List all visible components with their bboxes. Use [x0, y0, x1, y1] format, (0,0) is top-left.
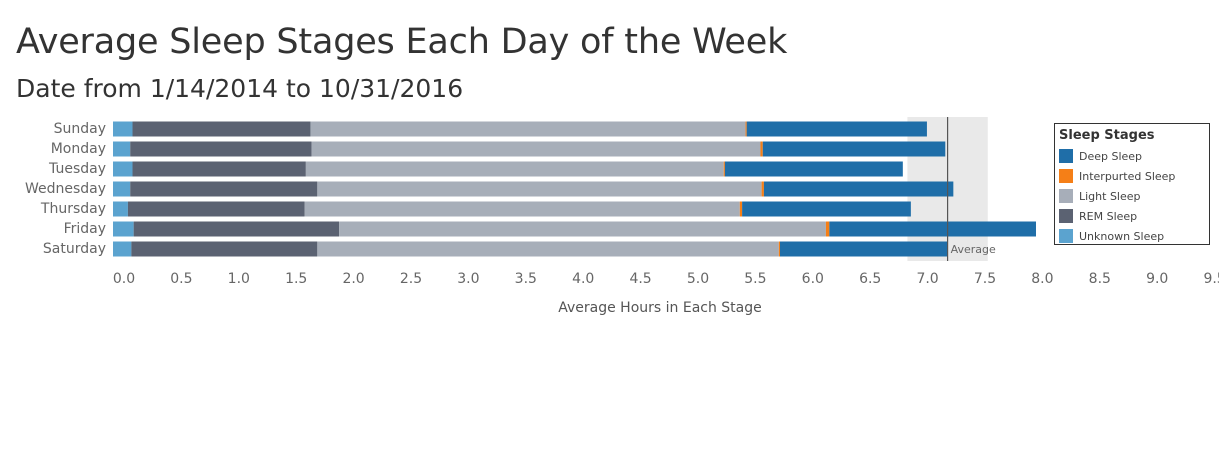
x-tick-2.0: 2.0	[342, 271, 364, 287]
bar-sunday-interpurted-sleep[interactable]	[745, 121, 747, 137]
legend-label-unknown-sleep: Unknown Sleep	[1079, 229, 1165, 243]
bar-thursday-light-sleep[interactable]	[304, 201, 740, 217]
x-tick-3.5: 3.5	[515, 271, 537, 287]
bar-wednesday-interpurted-sleep[interactable]	[761, 181, 764, 197]
bar-thursday-interpurted-sleep[interactable]	[739, 201, 743, 217]
reference-line-label: Average	[951, 243, 996, 256]
legend-item-unknown-sleep[interactable]: Unknown Sleep	[1059, 226, 1209, 246]
bar-saturday-interpurted-sleep[interactable]	[778, 241, 780, 257]
bar-wednesday-unknown-sleep[interactable]	[113, 181, 131, 197]
bar-tuesday-interpurted-sleep[interactable]	[723, 161, 725, 177]
category-label-thursday: Thursday	[40, 201, 106, 217]
category-label-friday: Friday	[64, 221, 106, 237]
bar-wednesday-light-sleep[interactable]	[317, 181, 762, 197]
bar-monday-deep-sleep[interactable]	[762, 141, 946, 157]
legend-label-light-sleep: Light Sleep	[1079, 189, 1141, 203]
x-tick-4.0: 4.0	[572, 271, 594, 287]
bar-thursday-rem-sleep[interactable]	[127, 201, 305, 217]
bar-friday-unknown-sleep[interactable]	[113, 221, 134, 237]
x-tick-9.0: 9.0	[1146, 271, 1168, 287]
category-label-sunday: Sunday	[54, 121, 106, 137]
bar-wednesday-rem-sleep[interactable]	[130, 181, 318, 197]
legend-label-deep-sleep: Deep Sleep	[1079, 149, 1143, 163]
x-tick-1.0: 1.0	[228, 271, 250, 287]
x-tick-0.5: 0.5	[170, 271, 192, 287]
bar-sunday-deep-sleep[interactable]	[746, 121, 927, 137]
bar-thursday-deep-sleep[interactable]	[742, 201, 911, 217]
chart-title: Average Sleep Stages Each Day of the Wee…	[16, 22, 788, 62]
legend-item-interpurted-sleep[interactable]: Interpurted Sleep	[1059, 166, 1209, 186]
legend-title: Sleep Stages	[1059, 128, 1155, 143]
x-tick-5.0: 5.0	[687, 271, 709, 287]
bar-friday-rem-sleep[interactable]	[133, 221, 340, 237]
x-tick-7.5: 7.5	[974, 271, 996, 287]
bar-friday-light-sleep[interactable]	[339, 221, 826, 237]
bar-tuesday-unknown-sleep[interactable]	[113, 161, 133, 177]
chart-subtitle: Date from 1/14/2014 to 10/31/2016	[16, 74, 464, 103]
legend: Sleep Stages Deep Sleep Interpurted Sleep…	[1054, 123, 1210, 245]
legend-label-interpurted-sleep: Interpurted Sleep	[1079, 169, 1176, 183]
bar-friday-deep-sleep[interactable]	[829, 221, 1036, 237]
category-label-wednesday: Wednesday	[25, 181, 106, 197]
x-tick-5.5: 5.5	[744, 271, 766, 287]
legend-swatch-light-sleep	[1059, 189, 1073, 203]
x-tick-8.5: 8.5	[1089, 271, 1111, 287]
legend-item-deep-sleep[interactable]: Deep Sleep	[1059, 146, 1209, 166]
bar-thursday-unknown-sleep[interactable]	[113, 201, 128, 217]
legend-swatch-deep-sleep	[1059, 149, 1073, 163]
x-tick-2.5: 2.5	[400, 271, 422, 287]
legend-swatch-rem-sleep	[1059, 209, 1073, 223]
bar-wednesday-deep-sleep[interactable]	[763, 181, 954, 197]
x-tick-3.0: 3.0	[457, 271, 479, 287]
x-tick-8.0: 8.0	[1031, 271, 1053, 287]
legend-swatch-interpurted-sleep	[1059, 169, 1073, 183]
x-tick-4.5: 4.5	[629, 271, 651, 287]
x-tick-0.0: 0.0	[113, 271, 135, 287]
legend-item-light-sleep[interactable]: Light Sleep	[1059, 186, 1209, 206]
category-label-monday: Monday	[51, 141, 106, 157]
bar-sunday-light-sleep[interactable]	[310, 121, 746, 137]
bar-tuesday-light-sleep[interactable]	[305, 161, 724, 177]
x-tick-9.5: 9.5	[1203, 271, 1219, 287]
legend-item-rem-sleep[interactable]: REM Sleep	[1059, 206, 1209, 226]
x-tick-1.5: 1.5	[285, 271, 307, 287]
bar-monday-interpurted-sleep[interactable]	[760, 141, 763, 157]
bar-monday-light-sleep[interactable]	[311, 141, 761, 157]
bar-saturday-light-sleep[interactable]	[317, 241, 779, 257]
bar-sunday-unknown-sleep[interactable]	[113, 121, 133, 137]
x-tick-7.0: 7.0	[916, 271, 938, 287]
bar-friday-interpurted-sleep[interactable]	[825, 221, 830, 237]
bar-monday-rem-sleep[interactable]	[130, 141, 312, 157]
bar-tuesday-deep-sleep[interactable]	[724, 161, 903, 177]
bar-tuesday-rem-sleep[interactable]	[132, 161, 306, 177]
bar-monday-unknown-sleep[interactable]	[113, 141, 131, 157]
category-label-saturday: Saturday	[43, 241, 106, 257]
category-label-tuesday: Tuesday	[48, 161, 106, 177]
bar-sunday-rem-sleep[interactable]	[132, 121, 311, 137]
bar-saturday-rem-sleep[interactable]	[131, 241, 318, 257]
legend-swatch-unknown-sleep	[1059, 229, 1073, 243]
legend-label-rem-sleep: REM Sleep	[1079, 209, 1138, 223]
x-tick-6.0: 6.0	[802, 271, 824, 287]
bar-saturday-unknown-sleep[interactable]	[113, 241, 132, 257]
x-tick-6.5: 6.5	[859, 271, 881, 287]
bar-saturday-deep-sleep[interactable]	[779, 241, 948, 257]
x-axis-title: Average Hours in Each Stage	[558, 300, 762, 316]
